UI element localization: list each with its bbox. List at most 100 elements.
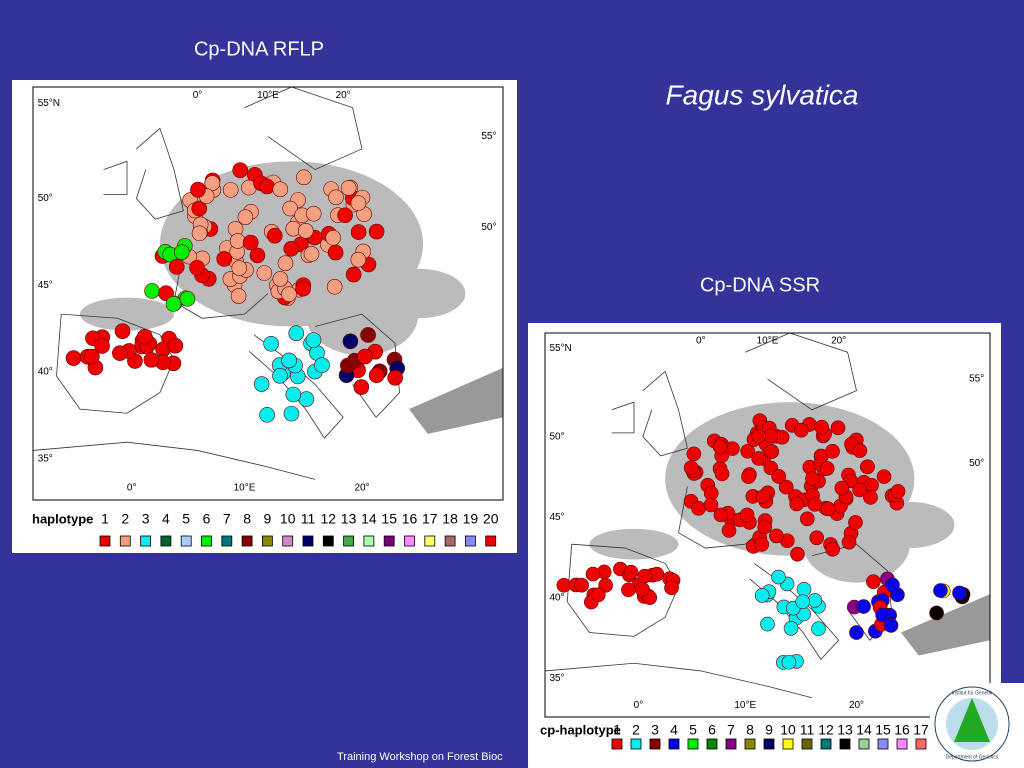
population-dot bbox=[790, 546, 805, 562]
population-dot bbox=[574, 577, 589, 593]
population-dot bbox=[795, 594, 810, 610]
population-dot bbox=[297, 223, 314, 239]
caption: Cp-DNA RFLP bbox=[194, 38, 324, 60]
population-dot bbox=[387, 370, 403, 386]
population-dot bbox=[807, 593, 823, 608]
population-dot bbox=[168, 259, 185, 275]
population-dot bbox=[841, 534, 857, 550]
population-dot bbox=[345, 266, 362, 283]
legend-swatch bbox=[649, 738, 661, 750]
population-dot bbox=[591, 587, 606, 603]
population-dot bbox=[712, 439, 728, 455]
population-dot bbox=[866, 574, 881, 589]
range-area bbox=[589, 528, 679, 560]
population-dot bbox=[807, 497, 823, 512]
lon-label: 20° bbox=[336, 90, 351, 101]
population-dot bbox=[143, 352, 160, 368]
legend-label: 9 bbox=[765, 722, 773, 738]
population-dot bbox=[325, 229, 341, 246]
legend-swatch bbox=[343, 535, 355, 547]
population-dot bbox=[634, 582, 650, 597]
lat-label: 50° bbox=[549, 431, 564, 442]
population-dot bbox=[191, 225, 208, 242]
population-dot bbox=[283, 240, 300, 257]
population-dot bbox=[272, 271, 289, 287]
legend-swatch bbox=[611, 738, 623, 750]
lat-label: 45° bbox=[38, 280, 53, 291]
population-dot bbox=[783, 620, 799, 636]
lat-label: 55°N bbox=[38, 98, 60, 109]
population-dot bbox=[805, 471, 820, 486]
population-dot bbox=[353, 379, 370, 395]
footer: Training Workshop on Forest Bioc bbox=[337, 751, 503, 763]
range-area bbox=[80, 297, 174, 331]
legend-swatch bbox=[858, 738, 870, 750]
population-dot bbox=[637, 568, 652, 584]
population-dot bbox=[303, 246, 320, 262]
population-dot bbox=[757, 519, 773, 535]
legend-swatch bbox=[404, 535, 415, 547]
population-dot bbox=[852, 443, 868, 458]
population-dot bbox=[242, 234, 259, 251]
population-dot bbox=[621, 582, 636, 598]
legend-swatch bbox=[877, 738, 889, 750]
population-dot bbox=[849, 625, 864, 640]
legend-swatch bbox=[140, 535, 152, 547]
population-dot bbox=[811, 621, 826, 637]
population-dot bbox=[277, 255, 294, 271]
lat-label: 35° bbox=[549, 673, 564, 684]
range-area bbox=[865, 501, 955, 549]
population-dot bbox=[230, 288, 247, 304]
legend-swatch bbox=[99, 535, 111, 547]
population-dot bbox=[167, 337, 184, 354]
population-dot bbox=[350, 224, 367, 240]
legend-label: 14 bbox=[361, 511, 377, 527]
legend-swatch bbox=[706, 738, 718, 750]
lon-label: 0° bbox=[696, 335, 706, 346]
lon-label: 20° bbox=[831, 335, 846, 346]
legend-swatch bbox=[282, 535, 294, 547]
population-dot bbox=[328, 189, 344, 206]
population-dot bbox=[342, 333, 359, 350]
legend-swatch bbox=[485, 535, 497, 547]
population-dot bbox=[256, 265, 273, 281]
population-dot bbox=[933, 583, 948, 598]
legend-label: 8 bbox=[243, 511, 251, 527]
population-dot bbox=[165, 296, 182, 312]
population-dot bbox=[796, 582, 812, 597]
population-dot bbox=[755, 489, 771, 505]
legend-swatch bbox=[322, 535, 334, 547]
population-dot bbox=[368, 367, 385, 384]
population-dot bbox=[856, 599, 871, 614]
population-dot bbox=[232, 162, 249, 178]
population-dot bbox=[368, 223, 385, 240]
population-dot bbox=[754, 536, 770, 552]
map-panel: 55°N 50° 45° 40° 35° 55° 50° 0° 10°E 20° 0° 10°E 20°… bbox=[528, 323, 1001, 768]
population-dot bbox=[819, 461, 835, 476]
population-dot bbox=[179, 290, 196, 307]
legend-label: 7 bbox=[727, 722, 735, 738]
population-dot bbox=[326, 278, 343, 295]
legend-label: 20 bbox=[483, 511, 499, 527]
population-dot bbox=[272, 181, 288, 198]
legend-label: 11 bbox=[301, 511, 316, 527]
population-dot bbox=[253, 376, 270, 392]
population-dot bbox=[754, 588, 770, 603]
legend-label: 4 bbox=[670, 722, 678, 738]
coastline bbox=[135, 127, 184, 220]
population-dot bbox=[778, 479, 794, 495]
population-dot bbox=[191, 200, 208, 217]
population-dot bbox=[789, 496, 804, 512]
legend-swatch bbox=[725, 738, 737, 750]
population-dot bbox=[173, 244, 190, 260]
legend-swatch bbox=[839, 738, 851, 750]
logo: Institut für Genetik Department of Geneti… bbox=[930, 683, 1024, 768]
legend-label: 16 bbox=[894, 722, 910, 738]
lon-label: 10°E bbox=[734, 700, 756, 711]
legend-label: 8 bbox=[746, 722, 754, 738]
population-dot bbox=[649, 566, 665, 582]
population-dot bbox=[739, 507, 755, 523]
population-dot bbox=[288, 325, 305, 342]
legend-label: 2 bbox=[121, 511, 129, 527]
population-dot bbox=[741, 469, 756, 484]
